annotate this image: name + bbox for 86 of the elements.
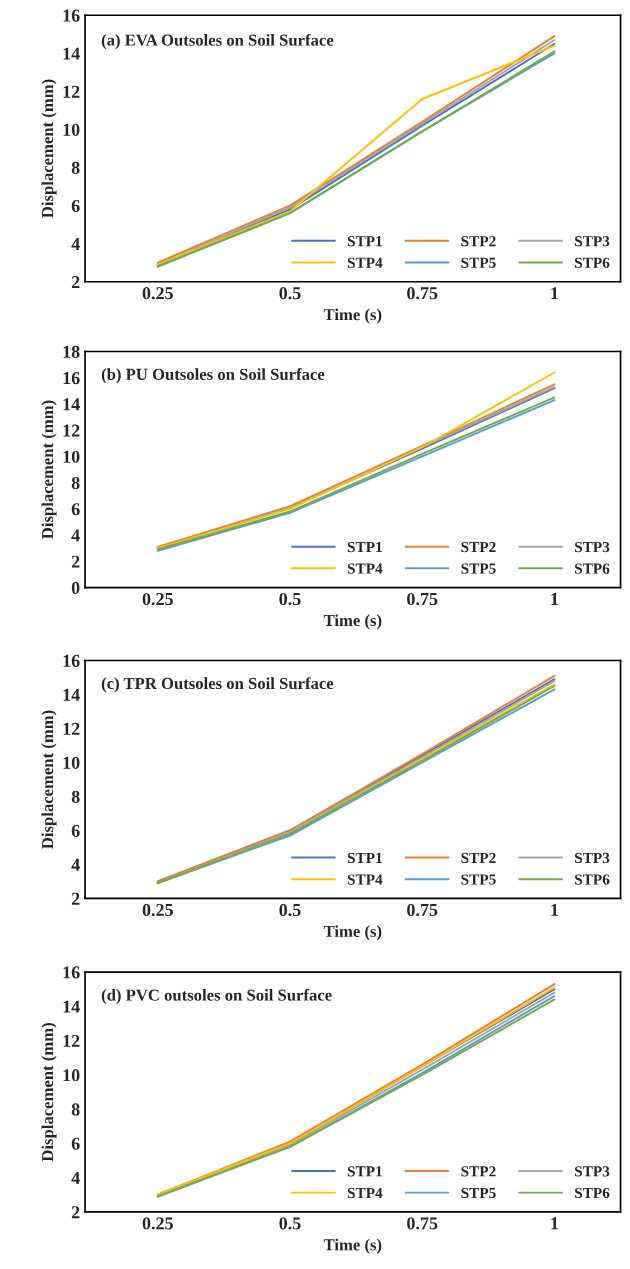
y-tick-label: 10	[63, 1069, 80, 1082]
y-tick-label: 14	[63, 688, 80, 701]
x-tick-label: 0.25	[142, 592, 173, 606]
x-tick-label: 1	[551, 593, 559, 605]
legend-label: STP6	[575, 257, 610, 268]
y-tick-label: 8	[71, 161, 80, 174]
x-tick-label: 1	[551, 1217, 559, 1230]
x-axis-title: Time (s)	[323, 614, 382, 630]
y-tick-label: 16	[63, 372, 80, 385]
y-tick-label: 6	[71, 1137, 80, 1150]
legend-label: STP2	[461, 852, 496, 864]
y-tick-label: 8	[71, 476, 80, 490]
y-axis-title: Displacement (mm)	[41, 79, 57, 218]
y-tick-label: 10	[63, 450, 80, 463]
y-tick-label: 2	[71, 555, 80, 568]
legend-label: STP2	[461, 1166, 496, 1177]
x-axis-title: Time (s)	[323, 925, 382, 941]
y-tick-label: 4	[71, 858, 80, 871]
legend-label: STP1	[347, 541, 382, 553]
x-tick-label: 0.5	[279, 592, 301, 606]
x-tick-label: 1	[551, 903, 559, 916]
text: (b) PU Outsoles on Soil Surface	[101, 368, 325, 384]
x-tick-label: 0.25	[142, 287, 173, 300]
x-tick-label: 0.25	[142, 903, 173, 917]
y-axis-title: Displacement (mm)	[41, 1023, 57, 1162]
legend-label: STP6	[575, 563, 610, 574]
y-tick-label: 8	[71, 1103, 80, 1116]
legend-label: STP5	[461, 563, 496, 574]
legend-label: STP4	[347, 563, 383, 574]
y-tick-label: 14	[63, 1000, 80, 1013]
x-tick-label: 0.25	[142, 1217, 173, 1230]
x-tick-label: 0.5	[279, 903, 301, 917]
y-axis-title: Displacement (mm)	[41, 400, 57, 539]
x-tick-label: 0.75	[407, 592, 438, 606]
legend-label: STP3	[575, 852, 610, 864]
x-tick-label: 1	[551, 287, 559, 300]
y-tick-label: 14	[63, 398, 80, 411]
y-tick-label: 2	[71, 276, 80, 288]
y-tick-label: 6	[71, 199, 80, 213]
x-tick-label: 0.75	[407, 1217, 438, 1230]
x-axis-title: Time (s)	[323, 308, 382, 324]
legend-label: STP5	[461, 257, 496, 268]
x-tick-label: 0.75	[407, 903, 438, 917]
y-tick-label: 14	[63, 47, 80, 60]
text: (a) EVA Outsoles on Soil Surface	[101, 33, 334, 50]
y-tick-label: 4	[71, 238, 80, 250]
y-tick-label: 12	[63, 85, 80, 98]
y-tick-label: 12	[63, 722, 80, 735]
legend-label: STP1	[347, 852, 382, 864]
y-tick-label: 12	[63, 1034, 80, 1047]
legend-label: STP2	[461, 541, 496, 553]
legend-label: STP3	[575, 1166, 610, 1177]
x-tick-label: 0.5	[279, 1217, 301, 1230]
legend-label: STP3	[575, 541, 610, 553]
y-tick-label: 12	[63, 424, 80, 437]
legend-label: STP1	[347, 236, 382, 247]
legend-label: STP3	[575, 236, 610, 247]
legend-label: STP2	[461, 236, 496, 247]
legend-label: STP4	[347, 1187, 383, 1199]
y-tick-label: 2	[71, 1206, 80, 1219]
y-tick-label: 8	[71, 790, 80, 803]
legend-label: STP5	[461, 874, 496, 885]
x-axis-title: Time (s)	[323, 1238, 382, 1254]
legend-label: STP5	[461, 1187, 496, 1199]
y-tick-label: 4	[71, 1172, 80, 1184]
y-tick-label: 6	[71, 824, 80, 837]
y-tick-label: 2	[71, 892, 80, 905]
legend-label: STP6	[575, 1187, 610, 1199]
y-tick-label: 16	[63, 9, 80, 22]
y-tick-label: 10	[63, 123, 80, 136]
y-tick-label: 6	[71, 503, 80, 516]
legend-label: STP6	[575, 874, 610, 885]
y-tick-label: 16	[63, 654, 80, 667]
y-tick-label: 10	[63, 756, 80, 769]
legend-label: STP4	[347, 874, 383, 885]
y-axis-title: Displacement (mm)	[41, 710, 57, 849]
y-tick-label: 4	[71, 529, 80, 542]
text: (c) TPR Outsoles on Soil Surface	[101, 677, 334, 693]
x-tick-label: 0.5	[279, 287, 301, 300]
y-tick-label: 18	[63, 345, 80, 358]
legend-label: STP4	[347, 257, 383, 268]
y-tick-label: 16	[63, 966, 80, 979]
x-tick-label: 0.75	[407, 287, 438, 300]
text: (d) PVC outsoles on Soil Surface	[101, 988, 332, 1005]
y-tick-label: 0	[71, 581, 80, 594]
legend-label: STP1	[347, 1166, 382, 1177]
